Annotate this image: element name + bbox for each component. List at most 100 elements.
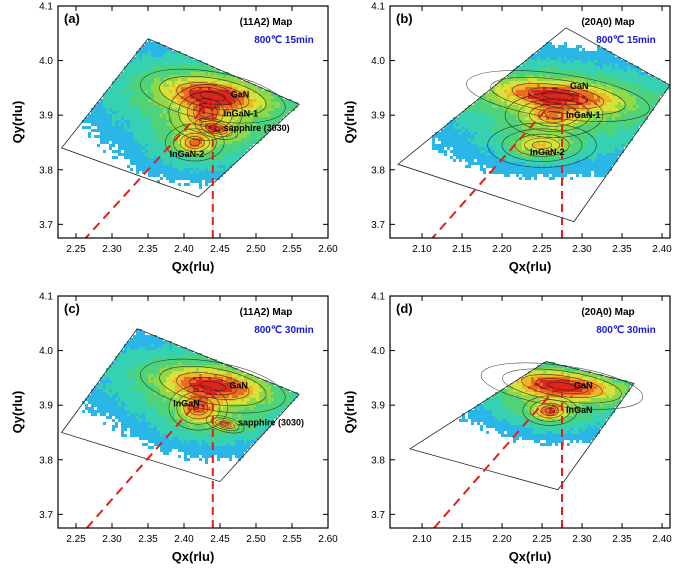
contour-ring bbox=[205, 415, 245, 434]
x-tick-label: 2.40 bbox=[174, 244, 194, 255]
x-tick-label: 2.35 bbox=[138, 534, 158, 545]
peak-label: InGaN-2 bbox=[530, 147, 565, 157]
condition-label: 800℃ 15min bbox=[254, 35, 314, 46]
plot-frame-b bbox=[389, 5, 671, 239]
contour-ring bbox=[165, 123, 225, 162]
x-axis-title: Qx(rlu) bbox=[172, 259, 215, 274]
contour-ring bbox=[529, 399, 571, 422]
contour-ring bbox=[466, 70, 650, 122]
contour-ring bbox=[176, 372, 250, 400]
contour-ring bbox=[205, 123, 228, 135]
x-tick-label: 2.40 bbox=[652, 534, 672, 545]
y-tick-label: 3.8 bbox=[371, 165, 385, 176]
x-tick-label: 2.60 bbox=[318, 534, 338, 545]
y-tick-label: 3.9 bbox=[371, 111, 385, 122]
y-tick-label: 3.7 bbox=[371, 220, 385, 231]
contour-ring bbox=[490, 76, 626, 116]
x-tick-label: 2.40 bbox=[174, 534, 194, 545]
contour-ring bbox=[537, 107, 571, 123]
contour-ring bbox=[210, 417, 240, 432]
contour-ring bbox=[547, 381, 577, 391]
contour-ring bbox=[218, 421, 232, 428]
map-title: (20Ą0) Map bbox=[581, 307, 634, 318]
contour-ring bbox=[189, 138, 201, 147]
panel-label: (a) bbox=[64, 11, 80, 26]
y-axis-title: Qy(rlu) bbox=[10, 391, 25, 434]
contour-ring bbox=[529, 103, 579, 127]
contour-ring bbox=[200, 120, 233, 137]
peak-center-mark: + bbox=[210, 381, 216, 393]
peak-label: InGaN-2 bbox=[170, 149, 205, 159]
peak-label: GaN bbox=[574, 380, 593, 390]
y-tick-label: 4.0 bbox=[371, 56, 385, 67]
y-tick-label: 4.1 bbox=[371, 2, 385, 13]
peak-label: sapphire (3030) bbox=[224, 123, 290, 133]
contours-b bbox=[466, 70, 650, 168]
x-tick-label: 2.55 bbox=[282, 244, 302, 255]
peak-label: GaN bbox=[229, 380, 248, 390]
y-tick-label: 3.8 bbox=[371, 455, 385, 466]
contour-ring bbox=[189, 377, 237, 396]
contour-ring bbox=[176, 82, 250, 110]
y-tick-label: 3.9 bbox=[39, 401, 53, 412]
x-tick-label: 2.10 bbox=[412, 534, 432, 545]
contour-ring bbox=[209, 125, 224, 133]
contour-ring bbox=[192, 403, 204, 413]
contour-ring bbox=[159, 365, 267, 407]
contour-ring bbox=[511, 83, 605, 110]
scan-area-outline-a bbox=[60, 38, 300, 198]
relaxation-line-b bbox=[431, 95, 559, 238]
map-title: (11Ą2) Map bbox=[240, 17, 293, 28]
y-tick-label: 4.0 bbox=[371, 346, 385, 357]
y-axis-title: Qy(rlu) bbox=[342, 391, 357, 434]
contour-ring bbox=[184, 136, 205, 149]
x-tick-label: 2.25 bbox=[532, 534, 552, 545]
x-tick-label: 2.10 bbox=[412, 244, 432, 255]
x-axis-title: Qx(rlu) bbox=[172, 549, 215, 564]
x-tick-label: 2.20 bbox=[492, 244, 512, 255]
x-tick-label: 2.30 bbox=[102, 534, 122, 545]
contour-ring bbox=[487, 122, 597, 168]
x-tick-label: 2.35 bbox=[612, 534, 632, 545]
contour-ring bbox=[179, 132, 210, 153]
contour-ring bbox=[140, 358, 286, 414]
contour-ring bbox=[159, 75, 267, 117]
peak-label: InGaN bbox=[566, 405, 593, 415]
x-tick-label: 2.25 bbox=[66, 244, 86, 255]
contour-ring bbox=[504, 92, 604, 138]
x-tick-label: 2.20 bbox=[492, 534, 512, 545]
x-tick-label: 2.35 bbox=[138, 244, 158, 255]
y-tick-label: 3.9 bbox=[371, 401, 385, 412]
x-tick-label: 2.60 bbox=[318, 244, 338, 255]
x-tick-label: 2.55 bbox=[282, 534, 302, 545]
peak-label: InGaN bbox=[173, 398, 200, 408]
intensity-map-b bbox=[432, 42, 669, 180]
contour-ring bbox=[221, 422, 229, 427]
x-tick-label: 2.40 bbox=[652, 244, 672, 255]
scan-area-outline-d bbox=[409, 361, 635, 491]
map-title: (20Ą0) Map bbox=[581, 17, 634, 28]
contour-ring bbox=[176, 391, 221, 425]
y-tick-label: 3.7 bbox=[371, 510, 385, 521]
y-tick-label: 3.8 bbox=[39, 165, 53, 176]
peak-label: InGaN-1 bbox=[566, 110, 601, 120]
contour-ring bbox=[501, 128, 583, 162]
panel-label: (c) bbox=[64, 301, 80, 316]
contour-ring bbox=[172, 128, 217, 157]
plot-area-b: + GaN InGaN-1 InGaN-2 bbox=[397, 27, 670, 238]
x-axis-title: Qx(rlu) bbox=[509, 549, 552, 564]
scan-area-outline-c bbox=[60, 328, 300, 483]
plot-area-d: + GaN InGaN bbox=[409, 361, 644, 528]
condition-label: 800℃ 30min bbox=[254, 325, 314, 336]
contour-ring bbox=[540, 405, 560, 416]
contour-ring bbox=[168, 385, 229, 431]
y-axis-title: Qy(rlu) bbox=[342, 101, 357, 144]
relaxation-line-d bbox=[433, 385, 559, 528]
contour-ring bbox=[189, 87, 237, 106]
contour-ring bbox=[522, 395, 578, 426]
plot-frame-d bbox=[389, 295, 671, 529]
plot-frame-a bbox=[57, 5, 329, 239]
x-tick-label: 2.15 bbox=[452, 534, 472, 545]
y-tick-label: 3.9 bbox=[39, 111, 53, 122]
